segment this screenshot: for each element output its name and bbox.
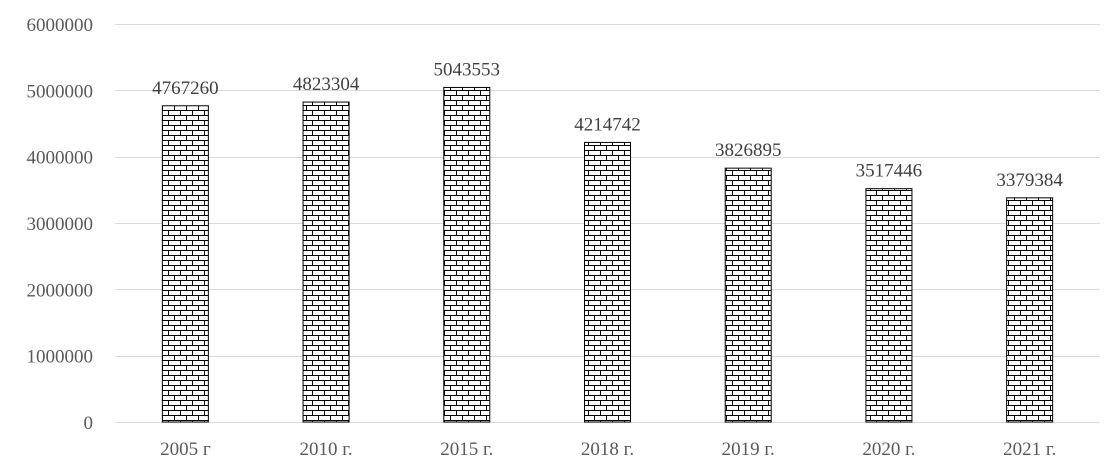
data-labels: 4767260 4823304 5043553 4214742 3826895 35174… bbox=[152, 59, 1063, 190]
y-tick-label: 2000000 bbox=[27, 280, 94, 301]
x-tick-label: 2021 г. bbox=[1003, 439, 1056, 460]
x-tick-label: 2018 г. bbox=[581, 439, 634, 460]
y-tick-label: 0 bbox=[84, 413, 94, 434]
bar bbox=[443, 86, 491, 423]
bar-value-label: 5043553 bbox=[434, 59, 501, 80]
bar bbox=[161, 105, 209, 423]
bar-value-label: 4823304 bbox=[293, 74, 360, 95]
bar-value-label: 3379384 bbox=[996, 170, 1063, 191]
y-tick-label: 1000000 bbox=[27, 347, 94, 368]
bar bbox=[302, 101, 350, 423]
x-tick-label: 2010 г. bbox=[299, 439, 352, 460]
bar bbox=[865, 188, 913, 423]
y-tick-label: 6000000 bbox=[27, 15, 94, 36]
bar-value-label: 4214742 bbox=[574, 114, 641, 135]
bar bbox=[1006, 197, 1054, 423]
x-tick-label: 2019 г. bbox=[722, 439, 775, 460]
x-tick-label: 2020 г. bbox=[862, 439, 915, 460]
x-tick-label: 2015 г. bbox=[440, 439, 493, 460]
bar bbox=[724, 167, 772, 423]
x-tick-label: 2005 г bbox=[160, 439, 211, 460]
bar-value-label: 4767260 bbox=[152, 78, 219, 99]
bars bbox=[161, 86, 1054, 423]
y-tick-label: 5000000 bbox=[27, 81, 94, 102]
y-tick-label: 4000000 bbox=[27, 148, 94, 169]
y-tick-label: 3000000 bbox=[27, 214, 94, 235]
bar bbox=[584, 141, 631, 423]
x-axis-tick-labels: 2005 г 2010 г. 2015 г. 2018 г. 2019 г. 2020 г… bbox=[160, 439, 1056, 460]
bar-value-label: 3517446 bbox=[856, 161, 923, 182]
y-axis-tick-labels: 0 1000000 2000000 3000000 4000000 5000000 6000… bbox=[27, 15, 94, 434]
bar-value-label: 3826895 bbox=[715, 140, 782, 161]
